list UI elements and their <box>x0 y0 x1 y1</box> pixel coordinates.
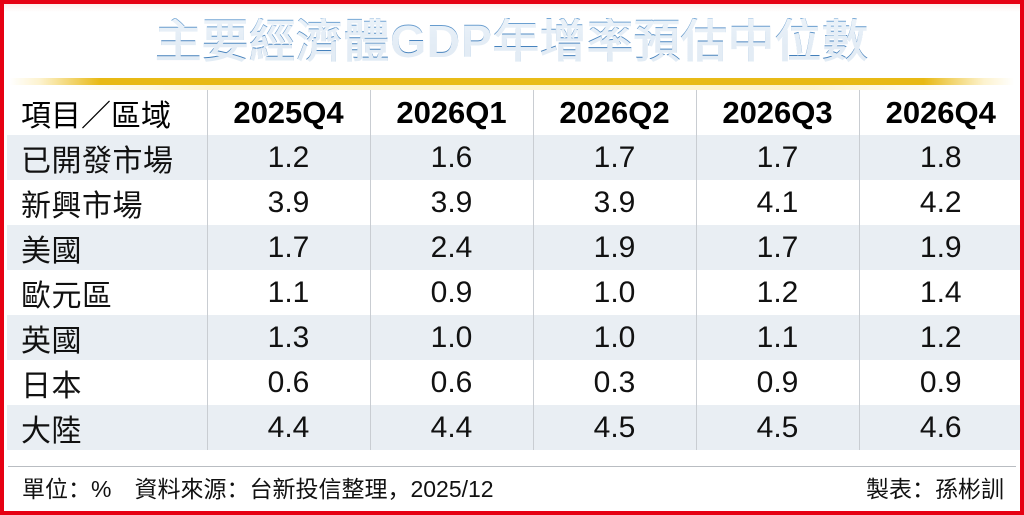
cell-japan-2026q2: 0.3 <box>532 360 696 405</box>
cell-japan-2026q4: 0.9 <box>858 360 1020 405</box>
table-header-row: 項目／區域 2025Q4 2026Q1 2026Q2 2026Q3 2026Q4 <box>7 90 1020 135</box>
row-label-emerging-markets: 新興市場 <box>7 180 207 225</box>
table-row: 美國 1.7 2.4 1.9 1.7 1.9 <box>7 225 1020 270</box>
table-header: 項目／區域 2025Q4 2026Q1 2026Q2 2026Q3 2026Q4 <box>7 90 1020 135</box>
row-label-usa: 美國 <box>7 225 207 270</box>
cell-emerging-2025q4: 3.9 <box>206 180 370 225</box>
column-header-2026q1: 2026Q1 <box>369 90 533 135</box>
cell-developed-2025q4: 1.2 <box>206 135 370 180</box>
title-band: 主要經濟體GDP年增率預估中位數 <box>4 4 1020 78</box>
gdp-table: 項目／區域 2025Q4 2026Q1 2026Q2 2026Q3 2026Q4… <box>7 90 1020 450</box>
table-row: 日本 0.6 0.6 0.3 0.9 0.9 <box>7 360 1020 405</box>
cell-china-2026q3: 4.5 <box>695 405 859 450</box>
cell-uk-2026q3: 1.1 <box>695 315 859 360</box>
page-title: 主要經濟體GDP年增率預估中位數 <box>149 18 875 64</box>
row-label-japan: 日本 <box>7 360 207 405</box>
cell-japan-2026q3: 0.9 <box>695 360 859 405</box>
cell-china-2025q4: 4.4 <box>206 405 370 450</box>
cell-china-2026q2: 4.5 <box>532 405 696 450</box>
cell-eurozone-2026q1: 0.9 <box>369 270 533 315</box>
cell-usa-2026q3: 1.7 <box>695 225 859 270</box>
table-container: 項目／區域 2025Q4 2026Q1 2026Q2 2026Q3 2026Q4… <box>4 90 1020 450</box>
cell-japan-2025q4: 0.6 <box>206 360 370 405</box>
cell-japan-2026q1: 0.6 <box>369 360 533 405</box>
cell-china-2026q4: 4.6 <box>858 405 1020 450</box>
gold-divider-glow <box>10 85 1014 90</box>
row-label-eurozone: 歐元區 <box>7 270 207 315</box>
cell-usa-2026q2: 1.9 <box>532 225 696 270</box>
cell-developed-2026q4: 1.8 <box>858 135 1020 180</box>
column-header-2026q3: 2026Q3 <box>695 90 859 135</box>
cell-emerging-2026q3: 4.1 <box>695 180 859 225</box>
cell-emerging-2026q1: 3.9 <box>369 180 533 225</box>
table-row: 新興市場 3.9 3.9 3.9 4.1 4.2 <box>7 180 1020 225</box>
cell-eurozone-2026q3: 1.2 <box>695 270 859 315</box>
table-row: 大陸 4.4 4.4 4.5 4.5 4.6 <box>7 405 1020 450</box>
cell-emerging-2026q4: 4.2 <box>858 180 1020 225</box>
row-label-uk: 英國 <box>7 315 207 360</box>
cell-usa-2026q4: 1.9 <box>858 225 1020 270</box>
column-header-label: 項目／區域 <box>7 90 207 135</box>
row-label-developed-markets: 已開發市場 <box>7 135 207 180</box>
table-body: 已開發市場 1.2 1.6 1.7 1.7 1.8 新興市場 3.9 3.9 3… <box>7 135 1020 450</box>
cell-eurozone-2025q4: 1.1 <box>206 270 370 315</box>
cell-uk-2026q4: 1.2 <box>858 315 1020 360</box>
cell-eurozone-2026q4: 1.4 <box>858 270 1020 315</box>
row-label-mainland-china: 大陸 <box>7 405 207 450</box>
footer-author-credit: 製表：孫彬訓 <box>866 476 1004 502</box>
cell-developed-2026q3: 1.7 <box>695 135 859 180</box>
footer-source-note: 單位：% 資料來源：台新投信整理，2025/12 <box>22 476 494 502</box>
cell-uk-2026q1: 1.0 <box>369 315 533 360</box>
table-row: 已開發市場 1.2 1.6 1.7 1.7 1.8 <box>7 135 1020 180</box>
footer-bar: 單位：% 資料來源：台新投信整理，2025/12 製表：孫彬訓 <box>8 466 1016 507</box>
cell-uk-2025q4: 1.3 <box>206 315 370 360</box>
cell-usa-2026q1: 2.4 <box>369 225 533 270</box>
table-row: 歐元區 1.1 0.9 1.0 1.2 1.4 <box>7 270 1020 315</box>
cell-usa-2025q4: 1.7 <box>206 225 370 270</box>
cell-eurozone-2026q2: 1.0 <box>532 270 696 315</box>
cell-developed-2026q1: 1.6 <box>369 135 533 180</box>
cell-emerging-2026q2: 3.9 <box>532 180 696 225</box>
column-header-2026q4: 2026Q4 <box>858 90 1020 135</box>
cell-developed-2026q2: 1.7 <box>532 135 696 180</box>
column-header-2026q2: 2026Q2 <box>532 90 696 135</box>
column-header-2025q4: 2025Q4 <box>206 90 370 135</box>
cell-china-2026q1: 4.4 <box>369 405 533 450</box>
table-row: 英國 1.3 1.0 1.0 1.1 1.2 <box>7 315 1020 360</box>
gold-divider-bar <box>10 78 1014 85</box>
cell-uk-2026q2: 1.0 <box>532 315 696 360</box>
